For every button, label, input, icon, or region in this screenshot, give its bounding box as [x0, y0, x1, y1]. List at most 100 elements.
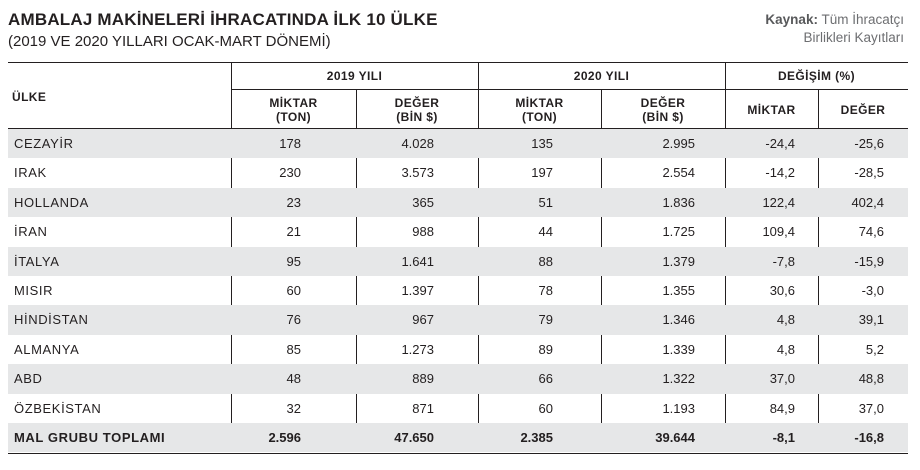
value-2020-cell: 1.339	[662, 341, 695, 357]
header-group-2019: 2019 YILI	[326, 69, 383, 83]
country-cell: IRAK	[14, 165, 47, 181]
qty-2020-cell: 197	[531, 165, 553, 181]
total-label: MAL GRUBU TOPLAMI	[14, 429, 166, 445]
change-qty-cell: 30,6	[769, 282, 795, 298]
total-change-value: -16,8	[854, 429, 884, 445]
value-2019-cell: 4.028	[401, 136, 434, 151]
table-row: IRAK 230 3.573 197 2.554 -14,2 -28,5	[8, 158, 908, 187]
qty-2020-cell: 44	[538, 224, 553, 240]
qty-2020-cell: 79	[538, 312, 553, 328]
total-value-2020: 39.644	[655, 429, 695, 445]
value-2019-cell: 1.641	[401, 253, 434, 269]
table-row: ALMANYA 85 1.273 89 1.339 4,8 5,2	[8, 335, 908, 364]
value-2019-cell: 1.397	[401, 282, 434, 298]
change-qty-cell: 109,4	[762, 224, 795, 240]
qty-2020-cell: 78	[538, 282, 553, 298]
change-qty-cell: 4,8	[776, 341, 795, 357]
group-header-rule	[231, 89, 908, 90]
change-qty-cell: -7,8	[772, 253, 795, 269]
value-2020-cell: 1.836	[662, 194, 695, 210]
page-subtitle: (2019 VE 2020 YILLARI OCAK-MART DÖNEMİ)	[8, 33, 331, 50]
header-2020-value-line1: DEĞER	[640, 96, 686, 110]
header-2020-quantity-line1: MİKTAR	[515, 96, 564, 110]
source-text-line-1: Tüm İhracatçı	[821, 12, 904, 27]
country-cell: MISIR	[14, 282, 54, 298]
value-2019-cell: 889	[412, 371, 434, 387]
change-value-cell: -3,0	[861, 282, 884, 298]
qty-2019-cell: 76	[286, 312, 301, 328]
value-2019-cell: 871	[412, 400, 434, 416]
change-qty-cell: 84,9	[769, 400, 795, 416]
table-row: CEZAYİR 178 4.028 135 2.995 -24,4 -25,6	[8, 129, 908, 159]
header-country: ÜLKE	[12, 90, 47, 104]
qty-2019-cell: 178	[279, 136, 301, 151]
qty-2019-cell: 21	[286, 224, 301, 240]
change-qty-cell: -14,2	[765, 165, 795, 181]
total-row: MAL GRUBU TOPLAMI 2.596 47.650 2.385 39.…	[8, 422, 908, 453]
header-2019-quantity: MİKTAR (TON)	[231, 96, 356, 124]
header-2020-quantity-line2: (TON)	[521, 110, 558, 124]
data-table-body: CEZAYİR 178 4.028 135 2.995 -24,4 -25,6 …	[8, 129, 908, 453]
change-value-cell: 74,6	[858, 224, 884, 240]
table-bottom-rule	[8, 453, 908, 454]
table-row: ÖZBEKİSTAN 32 871 60 1.193 84,9 37,0	[8, 394, 908, 423]
source-label: Kaynak:	[765, 12, 818, 27]
qty-2019-cell: 230	[279, 165, 301, 181]
table-row: HOLLANDA 23 365 51 1.836 122,4 402,4	[8, 187, 908, 218]
change-value-cell: -25,6	[854, 136, 884, 151]
country-cell: HİNDİSTAN	[14, 312, 89, 328]
table-row: İRAN 21 988 44 1.725 109,4 74,6	[8, 217, 908, 246]
table-row: HİNDİSTAN 76 967 79 1.346 4,8 39,1	[8, 305, 908, 335]
value-2020-cell: 1.193	[662, 400, 695, 416]
change-value-cell: -28,5	[854, 165, 884, 181]
qty-2019-cell: 32	[286, 400, 301, 416]
qty-2019-cell: 48	[286, 371, 301, 387]
header-2019-quantity-line1: MİKTAR	[269, 96, 318, 110]
change-value-cell: 39,1	[858, 312, 884, 328]
header-2019-value: DEĞER (BİN $)	[356, 96, 478, 124]
value-2019-cell: 3.573	[401, 165, 434, 181]
value-2020-cell: 1.322	[662, 371, 695, 387]
value-2019-cell: 1.273	[401, 341, 434, 357]
value-2019-cell: 967	[412, 312, 434, 328]
qty-2019-cell: 85	[286, 341, 301, 357]
header-group-change: DEĞİŞİM (%)	[777, 69, 856, 83]
total-value-2019: 47.650	[394, 429, 434, 445]
header-2020-value-line2: (BİN $)	[642, 110, 684, 124]
value-2020-cell: 1.355	[662, 282, 695, 298]
value-2019-cell: 988	[412, 224, 434, 240]
divider-2020-left	[478, 62, 479, 428]
header-bottom-rule	[8, 128, 908, 129]
header-change-value: DEĞER	[840, 103, 886, 117]
change-qty-cell: 4,8	[776, 312, 795, 328]
change-qty-cell: -24,4	[765, 136, 795, 151]
header-change-quantity: MİKTAR	[747, 103, 796, 117]
header-2019-value-line2: (BİN $)	[396, 110, 438, 124]
source-note: Kaynak: Tüm İhracatçı Birlikleri Kayıtla…	[704, 11, 904, 47]
change-qty-cell: 37,0	[769, 371, 795, 387]
country-cell: ÖZBEKİSTAN	[14, 400, 102, 416]
table-top-rule	[8, 62, 908, 63]
value-2020-cell: 2.995	[662, 136, 695, 151]
total-change-qty: -8,1	[772, 429, 795, 445]
qty-2020-cell: 135	[531, 136, 553, 151]
header-2019-value-line1: DEĞER	[394, 96, 440, 110]
header-2020-quantity: MİKTAR (TON)	[478, 96, 601, 124]
change-value-cell: -15,9	[854, 253, 884, 269]
divider-2019-left	[231, 62, 232, 428]
change-value-cell: 48,8	[858, 371, 884, 387]
change-value-cell: 402,4	[851, 194, 884, 210]
qty-2019-cell: 60	[286, 282, 301, 298]
qty-2020-cell: 88	[538, 253, 553, 269]
country-cell: CEZAYİR	[14, 136, 74, 151]
header-2019-quantity-line2: (TON)	[275, 110, 312, 124]
country-cell: ALMANYA	[14, 341, 80, 357]
value-2020-cell: 2.554	[662, 165, 695, 181]
qty-2020-cell: 89	[538, 341, 553, 357]
qty-2020-cell: 51	[538, 194, 553, 210]
change-qty-cell: 122,4	[762, 194, 795, 210]
value-2019-cell: 365	[412, 194, 434, 210]
country-cell: İRAN	[14, 224, 48, 240]
header-group-2020: 2020 YILI	[573, 69, 630, 83]
table-row: MISIR 60 1.397 78 1.355 30,6 -3,0	[8, 276, 908, 305]
